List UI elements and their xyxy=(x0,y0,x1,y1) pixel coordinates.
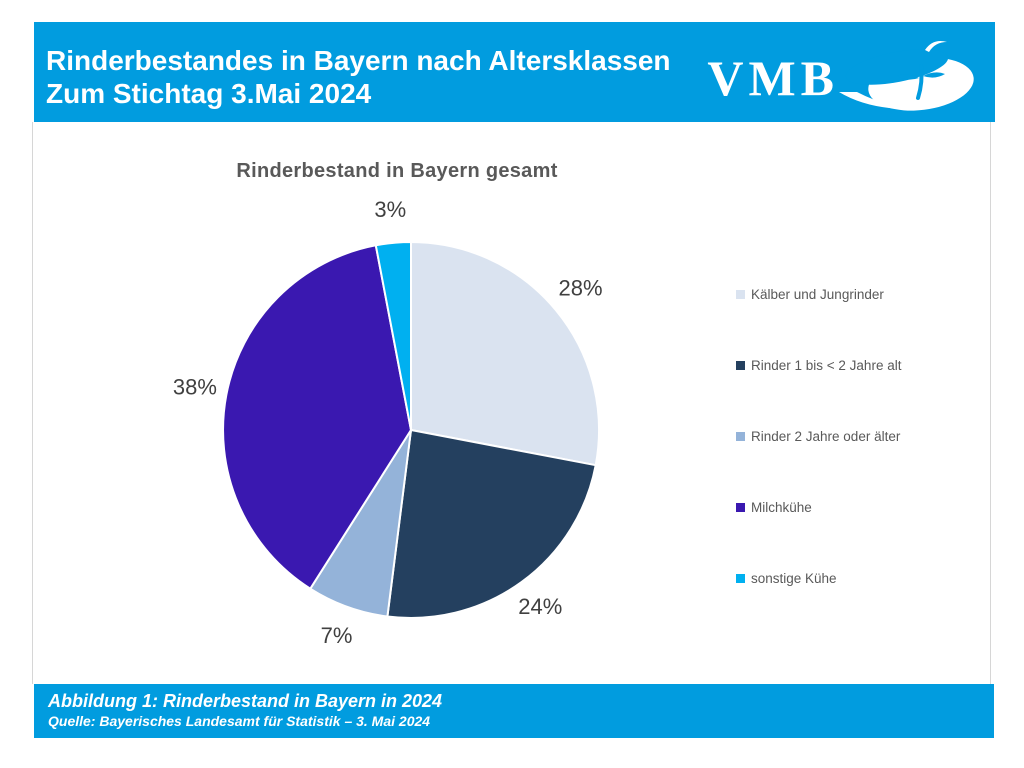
legend-label: Rinder 2 Jahre oder älter xyxy=(751,428,901,444)
pie-slice xyxy=(410,241,601,467)
vmb-logo: VMB xyxy=(707,34,989,122)
pie-chart: 28% 24% 7% 38% 3% xyxy=(173,197,603,648)
page-title-line1: Rinderbestandes in Bayern nach Alterskla… xyxy=(46,45,671,76)
pie-data-label: 7% xyxy=(321,623,353,648)
pie-data-label: 3% xyxy=(374,197,406,222)
pie-slice xyxy=(386,429,597,619)
figure-source: Quelle: Bayerisches Landesamt für Statis… xyxy=(48,713,431,729)
legend-item: Rinder 1 bis < 2 Jahre alt xyxy=(736,357,902,373)
figure-caption: Abbildung 1: Rinderbestand in Bayern in … xyxy=(48,691,443,711)
chart-area: Rinderbestand in Bayern gesamt 28% 24% 7% 3… xyxy=(32,122,991,684)
header-bar: Rinderbestandes in Bayern nach Alterskla… xyxy=(34,22,995,122)
legend-swatch-icon xyxy=(736,573,745,583)
chart-title: Rinderbestand in Bayern gesamt xyxy=(236,160,558,182)
pie-slice xyxy=(222,244,412,590)
page-title: Rinderbestandes in Bayern nach Alterskla… xyxy=(34,22,995,110)
vmb-swoosh-icon xyxy=(839,41,974,111)
legend-item: Milchkühe xyxy=(736,499,901,515)
legend-label: Milchkühe xyxy=(751,499,812,515)
legend-label: Rinder 1 bis < 2 Jahre alt xyxy=(751,357,902,373)
vmb-logo-text: VMB xyxy=(707,50,839,106)
legend-label: sonstige Kühe xyxy=(751,570,837,586)
footer-bar: Abbildung 1: Rinderbestand in Bayern in … xyxy=(34,684,994,738)
pie-data-label: 38% xyxy=(173,375,217,400)
legend-label: Kälber und Jungrinder xyxy=(751,286,884,302)
page-title-line2: Zum Stichtag 3.Mai 2024 xyxy=(46,78,372,109)
legend-swatch-icon xyxy=(736,360,745,370)
legend-swatch-icon xyxy=(736,502,745,512)
chart-legend: Kälber und Jungrinder Rinder 1 bis < 2 Ja… xyxy=(736,287,901,642)
legend-swatch-icon xyxy=(736,289,745,299)
pie-slice xyxy=(374,240,412,431)
legend-item: Kälber und Jungrinder xyxy=(736,286,901,302)
legend-item: Rinder 2 Jahre oder älter xyxy=(736,428,901,444)
legend-swatch-icon xyxy=(736,431,745,441)
legend-item: sonstige Kühe xyxy=(736,570,901,586)
pie-data-label: 28% xyxy=(558,276,602,301)
pie-data-label: 24% xyxy=(518,594,562,619)
